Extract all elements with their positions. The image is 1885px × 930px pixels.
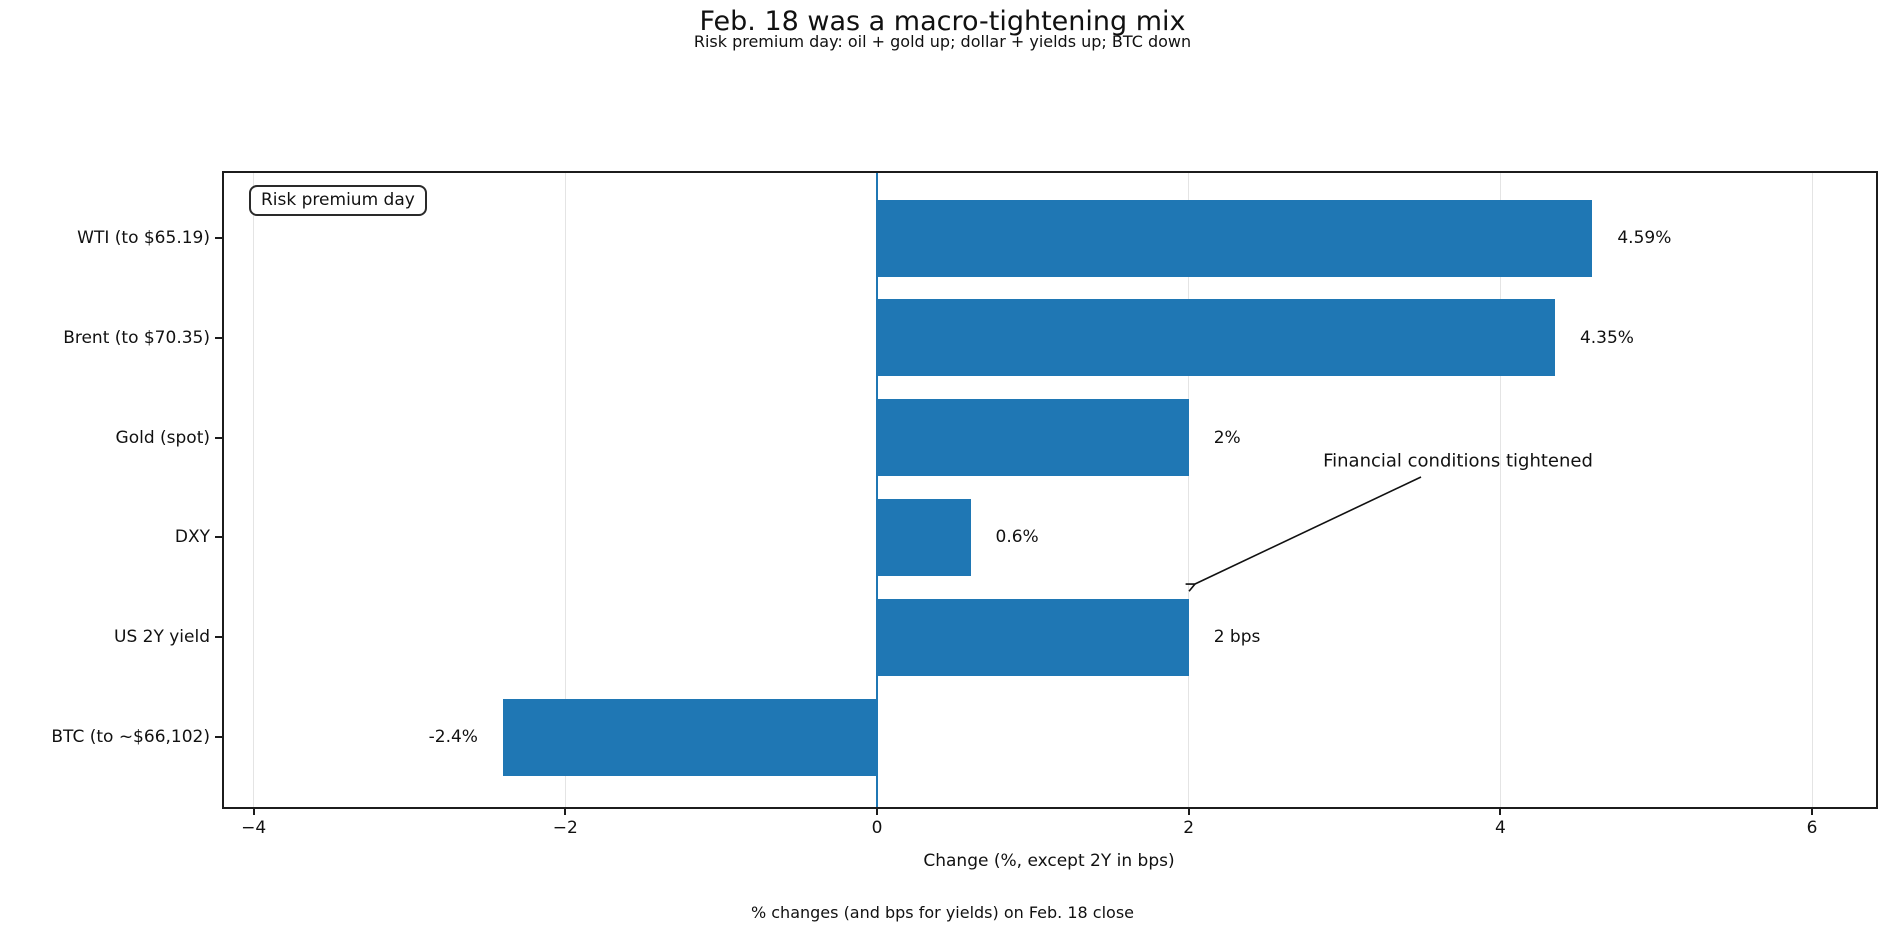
footer-caption: % changes (and bps for yields) on Feb. 1… <box>750 903 1135 922</box>
legend-label: Risk premium day <box>261 190 415 210</box>
y-category-label: WTI (to $65.19) <box>77 228 210 248</box>
y-category-label: BTC (to ~$66,102) <box>51 727 210 747</box>
y-tick-mark <box>215 436 223 439</box>
x-tick-mark <box>876 807 878 815</box>
x-axis-label: Change (%, except 2Y in bps) <box>923 851 1175 871</box>
value-label: 2 bps <box>1213 627 1261 648</box>
y-tick-mark <box>215 336 223 339</box>
bar-3 <box>877 498 971 576</box>
y-tick-mark <box>215 536 223 539</box>
value-label: 2% <box>1213 427 1241 448</box>
annotation-text: Financial conditions tightened <box>1323 450 1593 472</box>
y-tick-mark <box>215 736 223 738</box>
value-label: 4.35% <box>1579 327 1634 348</box>
plot-area: 4.59% 4.35% 2% 0.6% 2 bps -2.4% Financial con… <box>222 171 1878 809</box>
gridline <box>1188 173 1190 807</box>
bar-4 <box>877 598 1189 676</box>
chart-title: Feb. 18 was a macro-tightening mix <box>699 6 1186 37</box>
gridline <box>564 173 566 807</box>
value-label: 0.6% <box>995 527 1039 548</box>
x-tick-label: 2 <box>1183 818 1195 838</box>
y-category-label: US 2Y yield <box>114 627 210 648</box>
y-tick-mark <box>215 636 223 639</box>
x-tick-mark <box>252 807 255 815</box>
x-tick-label: −2 <box>552 818 578 838</box>
legend: Risk premium day <box>249 185 427 216</box>
x-tick-mark <box>1499 807 1502 815</box>
x-tick-mark <box>1187 807 1190 815</box>
bar-5 <box>502 698 877 776</box>
bar-1 <box>877 299 1555 377</box>
y-category-label: Brent (to $70.35) <box>63 327 210 348</box>
x-tick-label: 0 <box>871 818 883 838</box>
x-tick-label: 6 <box>1806 818 1818 838</box>
gridline <box>1811 173 1813 807</box>
value-label: -2.4% <box>428 727 478 747</box>
y-category-label: DXY <box>174 527 210 548</box>
y-category-label: Gold (spot) <box>115 427 210 448</box>
x-tick-mark <box>1811 807 1814 815</box>
bar-2 <box>877 399 1189 477</box>
gridline <box>1499 173 1501 807</box>
x-tick-label: 4 <box>1494 818 1506 838</box>
gridline <box>253 173 255 807</box>
x-tick-label: −4 <box>241 818 267 838</box>
chart-subtitle: Risk premium day: oil + gold up; dollar … <box>693 32 1192 51</box>
zero-line <box>876 173 878 807</box>
plot-inner: 4.59% 4.35% 2% 0.6% 2 bps -2.4% Financial con… <box>224 173 1876 807</box>
value-label: 4.59% <box>1617 228 1672 248</box>
bar-0 <box>877 199 1593 277</box>
y-tick-mark <box>215 237 223 239</box>
x-tick-mark <box>564 807 567 815</box>
